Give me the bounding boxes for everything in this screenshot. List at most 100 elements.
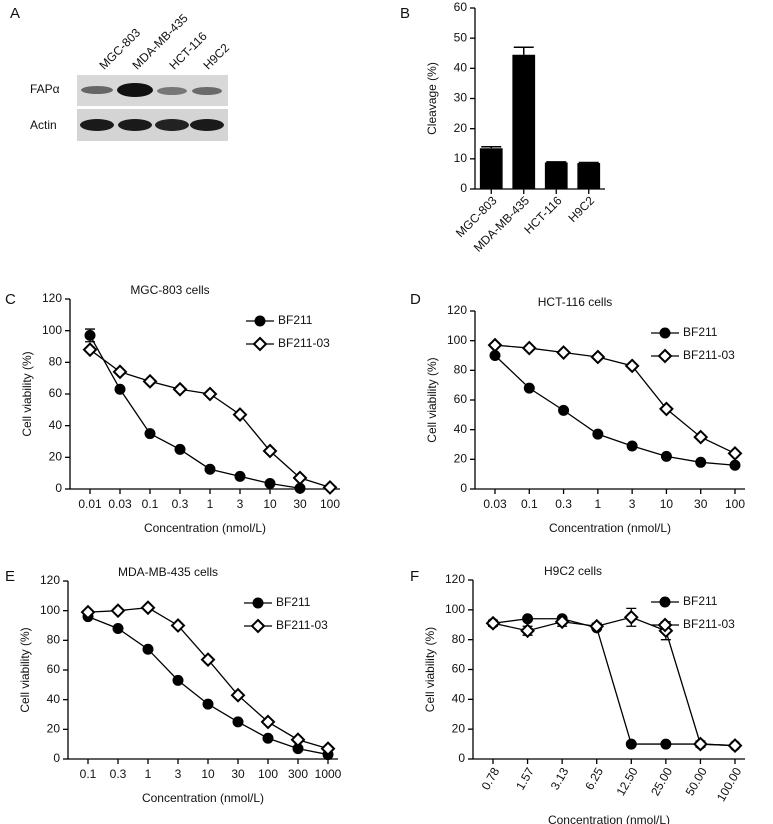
point	[140, 600, 156, 616]
y-tick-label: 0	[53, 751, 60, 765]
point	[558, 404, 570, 416]
y-tick-label: 40	[49, 418, 63, 432]
band	[118, 119, 152, 131]
point	[485, 615, 501, 631]
point	[232, 407, 248, 422]
point	[589, 618, 605, 634]
row-label: FAPα	[30, 82, 60, 96]
x-tick-label: 3	[237, 497, 244, 511]
y-tick-label: 60	[49, 386, 63, 400]
panel-letter: C	[5, 291, 16, 308]
point	[592, 428, 604, 440]
chart-title: MDA-MB-435 cells	[118, 565, 218, 579]
point	[727, 445, 743, 461]
x-tick-label: 0.1	[521, 497, 538, 511]
point	[554, 614, 570, 630]
y-tick-label: 0	[460, 481, 467, 495]
y-tick-label: 40	[47, 692, 61, 706]
panel-letter: B	[400, 5, 410, 22]
y-tick-label: 0	[460, 181, 467, 195]
point	[521, 340, 537, 356]
band	[157, 87, 187, 95]
point	[290, 732, 306, 748]
x-tick-label: 0.03	[483, 497, 507, 511]
point	[322, 480, 338, 495]
point	[520, 623, 535, 639]
x-tick-label: 0.01	[78, 497, 102, 511]
y-tick-label: 10	[454, 151, 468, 165]
x-tick-label: 3.13	[548, 765, 572, 793]
x-tick-label: 10	[660, 497, 674, 511]
point	[82, 342, 98, 358]
y-tick-label: 50	[454, 30, 468, 44]
point	[262, 443, 278, 459]
panel-letter: A	[10, 5, 20, 22]
point	[234, 470, 246, 482]
x-tick-label: 1.57	[513, 765, 537, 793]
legend-label: BF211-03	[683, 348, 735, 362]
x-tick-label: 3	[175, 767, 182, 781]
point	[625, 738, 637, 750]
x-tick-label: 25.00	[648, 765, 675, 798]
x-tick-label: 100.00	[714, 765, 745, 804]
point	[659, 401, 674, 417]
series-line	[87, 615, 329, 756]
y-tick-label: 100	[447, 333, 467, 347]
x-tick-label: 3	[629, 497, 636, 511]
band	[80, 119, 114, 131]
x-tick-label: 0.03	[108, 497, 132, 511]
point	[624, 358, 640, 374]
x-axis-label: Concentration (nmol/L)	[142, 791, 264, 805]
y-tick-label: 40	[452, 692, 466, 706]
point	[695, 456, 707, 468]
y-axis-label: Cleavage (%)	[425, 62, 439, 135]
series-line	[89, 335, 301, 489]
legend-label: BF211	[278, 313, 313, 327]
point	[693, 429, 709, 445]
point	[292, 470, 308, 486]
point	[659, 596, 671, 608]
y-tick-label: 40	[454, 422, 468, 436]
y-tick-label: 20	[452, 721, 466, 735]
point	[260, 714, 276, 730]
y-tick-label: 20	[47, 722, 61, 736]
point	[659, 327, 671, 339]
legend-label: BF211-03	[683, 617, 735, 631]
point	[254, 315, 266, 327]
x-tick-label: 1	[207, 497, 214, 511]
y-tick-label: 120	[445, 572, 465, 586]
series-line	[494, 355, 736, 466]
x-tick-label: 0.1	[80, 767, 97, 781]
y-tick-label: 120	[42, 291, 62, 305]
x-axis-label: Concentration (nmol/L)	[144, 521, 266, 535]
band	[117, 83, 153, 97]
point	[172, 674, 184, 686]
panel-letter: D	[410, 291, 421, 308]
point	[230, 687, 246, 703]
point	[623, 609, 639, 625]
y-tick-label: 80	[47, 633, 61, 647]
y-axis-label: Cell viability (%)	[423, 627, 437, 712]
x-tick-label: 30	[231, 767, 245, 781]
y-tick-label: 100	[445, 602, 465, 616]
y-tick-label: 100	[40, 603, 60, 617]
point	[487, 337, 503, 353]
band	[81, 86, 113, 94]
x-axis-label: Concentration (nmol/L)	[549, 521, 671, 535]
bar	[544, 162, 568, 189]
point	[202, 386, 218, 402]
point	[729, 459, 741, 471]
x-tick-label: 1	[595, 497, 602, 511]
panel-letter: E	[5, 568, 15, 585]
x-tick-label: 6.25	[582, 765, 606, 793]
point	[523, 382, 535, 394]
x-tick-label: 0.78	[479, 765, 503, 793]
point	[264, 477, 276, 489]
point	[590, 349, 606, 365]
x-tick-label: 50.00	[683, 765, 710, 798]
y-tick-label: 0	[55, 481, 62, 495]
point	[657, 617, 673, 633]
y-tick-label: 0	[458, 751, 465, 765]
point	[170, 618, 186, 633]
